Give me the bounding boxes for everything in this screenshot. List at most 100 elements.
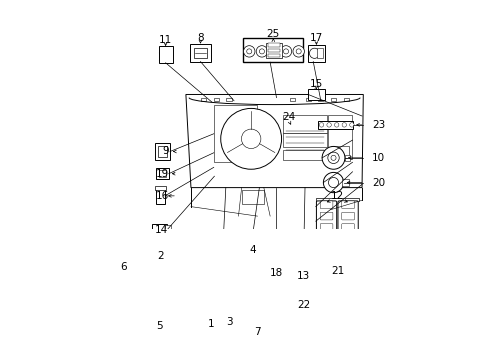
- FancyBboxPatch shape: [341, 212, 354, 220]
- Circle shape: [280, 46, 291, 57]
- Circle shape: [292, 46, 304, 57]
- Text: 20: 20: [371, 177, 385, 188]
- Bar: [266, 42, 281, 58]
- Text: 22: 22: [297, 300, 310, 310]
- Bar: [307, 89, 324, 100]
- FancyBboxPatch shape: [337, 201, 358, 242]
- Bar: [289, 98, 294, 101]
- Text: 16: 16: [156, 191, 169, 201]
- Circle shape: [328, 177, 338, 188]
- Bar: [190, 44, 210, 62]
- Bar: [119, 267, 128, 292]
- Circle shape: [292, 251, 314, 274]
- Bar: [327, 115, 351, 159]
- Circle shape: [330, 155, 335, 160]
- Bar: [321, 258, 326, 265]
- Circle shape: [327, 152, 339, 163]
- Bar: [201, 98, 206, 101]
- Circle shape: [158, 257, 172, 271]
- Bar: [268, 44, 279, 47]
- FancyBboxPatch shape: [341, 224, 354, 231]
- Text: 24: 24: [282, 112, 295, 122]
- Text: 10: 10: [371, 153, 385, 163]
- Bar: [154, 255, 221, 274]
- Circle shape: [259, 49, 264, 54]
- Text: 14: 14: [155, 225, 168, 235]
- Circle shape: [196, 257, 210, 271]
- Bar: [283, 150, 326, 160]
- Circle shape: [342, 123, 346, 127]
- Text: 8: 8: [197, 33, 203, 43]
- Bar: [318, 98, 323, 101]
- Text: 6: 6: [120, 262, 127, 272]
- Polygon shape: [185, 94, 363, 188]
- Bar: [342, 179, 348, 186]
- FancyBboxPatch shape: [341, 201, 354, 208]
- FancyBboxPatch shape: [320, 212, 332, 220]
- Text: 12: 12: [330, 191, 343, 201]
- Bar: [194, 48, 206, 58]
- Text: 25: 25: [266, 29, 280, 39]
- FancyBboxPatch shape: [320, 224, 332, 231]
- Bar: [243, 38, 303, 62]
- Bar: [305, 98, 310, 101]
- Bar: [226, 98, 231, 101]
- Circle shape: [296, 49, 301, 54]
- Circle shape: [316, 258, 323, 265]
- Circle shape: [182, 277, 200, 295]
- Circle shape: [150, 306, 168, 323]
- Text: 21: 21: [331, 266, 344, 276]
- Text: 17: 17: [309, 33, 323, 43]
- Text: 4: 4: [249, 245, 256, 255]
- Bar: [317, 121, 352, 129]
- Bar: [351, 258, 356, 265]
- Bar: [146, 253, 222, 303]
- Circle shape: [245, 232, 260, 247]
- Text: 9: 9: [163, 147, 169, 157]
- Bar: [242, 190, 264, 204]
- Bar: [316, 48, 323, 58]
- Bar: [158, 170, 166, 177]
- FancyBboxPatch shape: [320, 201, 332, 208]
- Bar: [343, 98, 348, 101]
- Bar: [344, 155, 349, 161]
- Text: 5: 5: [156, 321, 162, 331]
- FancyBboxPatch shape: [316, 201, 336, 242]
- Bar: [268, 254, 284, 271]
- Circle shape: [271, 257, 281, 267]
- Bar: [156, 168, 168, 179]
- Bar: [344, 258, 348, 265]
- Text: 18: 18: [269, 268, 283, 278]
- Circle shape: [274, 261, 278, 264]
- Circle shape: [181, 257, 194, 271]
- Bar: [154, 274, 221, 298]
- Circle shape: [309, 48, 319, 58]
- Circle shape: [297, 256, 309, 269]
- Bar: [297, 289, 309, 302]
- Text: 3: 3: [225, 317, 232, 327]
- Circle shape: [249, 237, 256, 243]
- Circle shape: [224, 306, 234, 316]
- Bar: [213, 105, 256, 162]
- Bar: [164, 225, 171, 230]
- Circle shape: [319, 123, 323, 127]
- Circle shape: [322, 147, 344, 169]
- Circle shape: [301, 260, 305, 265]
- Circle shape: [256, 46, 267, 57]
- Bar: [254, 303, 260, 332]
- Bar: [330, 98, 335, 101]
- Circle shape: [155, 311, 163, 318]
- Bar: [156, 188, 164, 204]
- Circle shape: [220, 108, 281, 169]
- Text: 15: 15: [309, 79, 323, 89]
- Bar: [336, 258, 341, 265]
- Text: 11: 11: [159, 35, 172, 45]
- FancyBboxPatch shape: [341, 231, 354, 239]
- Bar: [213, 98, 219, 101]
- Bar: [155, 143, 170, 160]
- Circle shape: [146, 257, 160, 271]
- Circle shape: [246, 49, 251, 54]
- Circle shape: [326, 123, 331, 127]
- Bar: [330, 146, 348, 160]
- Circle shape: [145, 277, 163, 295]
